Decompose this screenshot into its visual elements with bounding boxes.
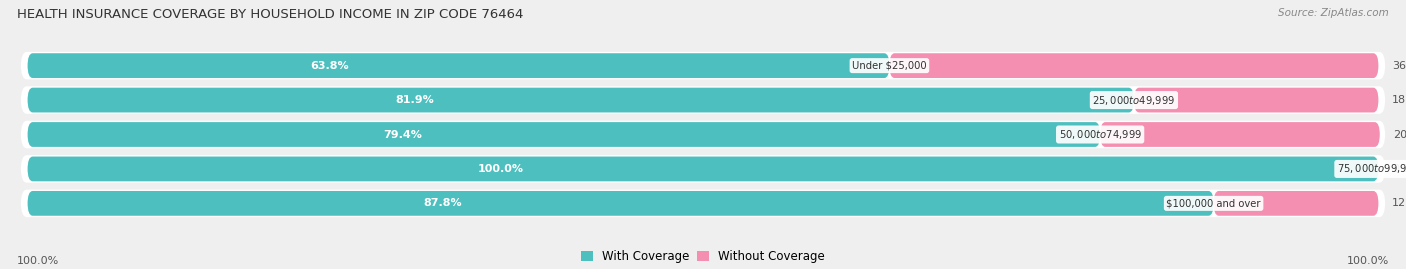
Text: 100.0%: 100.0% bbox=[1347, 256, 1389, 266]
Text: Under $25,000: Under $25,000 bbox=[852, 61, 927, 71]
FancyBboxPatch shape bbox=[28, 53, 890, 78]
Text: $75,000 to $99,999: $75,000 to $99,999 bbox=[1337, 162, 1406, 175]
FancyBboxPatch shape bbox=[1133, 88, 1378, 112]
Text: 100.0%: 100.0% bbox=[17, 256, 59, 266]
Legend: With Coverage, Without Coverage: With Coverage, Without Coverage bbox=[581, 250, 825, 263]
Text: 100.0%: 100.0% bbox=[478, 164, 523, 174]
Text: 18.1%: 18.1% bbox=[1392, 95, 1406, 105]
FancyBboxPatch shape bbox=[890, 53, 1378, 78]
Text: $25,000 to $49,999: $25,000 to $49,999 bbox=[1092, 94, 1175, 107]
FancyBboxPatch shape bbox=[28, 122, 1099, 147]
Text: Source: ZipAtlas.com: Source: ZipAtlas.com bbox=[1278, 8, 1389, 18]
Text: 20.7%: 20.7% bbox=[1393, 129, 1406, 140]
FancyBboxPatch shape bbox=[21, 155, 1385, 183]
Text: 12.2%: 12.2% bbox=[1392, 198, 1406, 208]
Text: 36.2%: 36.2% bbox=[1392, 61, 1406, 71]
FancyBboxPatch shape bbox=[28, 191, 1213, 216]
FancyBboxPatch shape bbox=[1099, 122, 1379, 147]
FancyBboxPatch shape bbox=[1213, 191, 1378, 216]
FancyBboxPatch shape bbox=[28, 88, 1133, 112]
Text: HEALTH INSURANCE COVERAGE BY HOUSEHOLD INCOME IN ZIP CODE 76464: HEALTH INSURANCE COVERAGE BY HOUSEHOLD I… bbox=[17, 8, 523, 21]
FancyBboxPatch shape bbox=[21, 52, 1385, 79]
Text: 63.8%: 63.8% bbox=[309, 61, 349, 71]
Text: 0.0%: 0.0% bbox=[1392, 164, 1406, 174]
Text: $100,000 and over: $100,000 and over bbox=[1167, 198, 1261, 208]
FancyBboxPatch shape bbox=[21, 86, 1385, 114]
Text: 87.8%: 87.8% bbox=[423, 198, 463, 208]
FancyBboxPatch shape bbox=[28, 157, 1378, 181]
Text: $50,000 to $74,999: $50,000 to $74,999 bbox=[1059, 128, 1142, 141]
FancyBboxPatch shape bbox=[21, 190, 1385, 217]
Text: 81.9%: 81.9% bbox=[395, 95, 434, 105]
Text: 79.4%: 79.4% bbox=[384, 129, 422, 140]
FancyBboxPatch shape bbox=[21, 121, 1385, 148]
